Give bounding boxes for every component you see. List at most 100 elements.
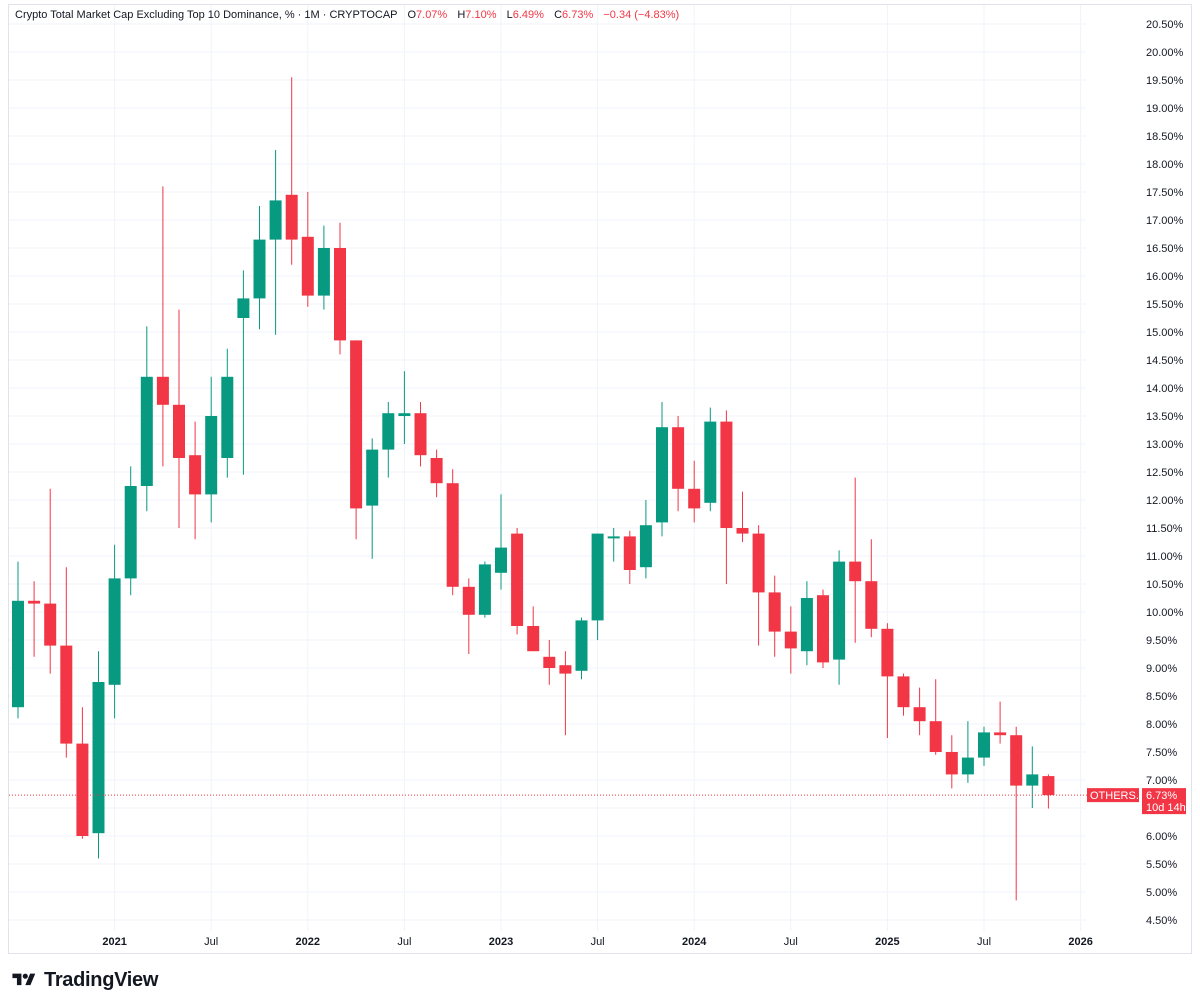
candle[interactable] [12,561,24,719]
candle-body [559,665,572,674]
candle[interactable] [865,539,878,638]
candle[interactable] [60,567,73,758]
candle-body [189,455,202,495]
candle[interactable] [656,402,668,537]
candle[interactable] [301,192,314,307]
candle[interactable] [688,460,701,523]
candle-body [784,631,797,649]
x-tick-label: 2025 [875,936,899,948]
candle[interactable] [414,402,427,467]
candle[interactable] [269,150,282,335]
candle-body [639,525,652,568]
candle-body [656,427,668,523]
candle[interactable] [961,721,974,783]
candle-body [237,298,250,318]
candle[interactable] [1042,774,1055,809]
candle[interactable] [44,488,57,674]
candle[interactable] [140,326,153,512]
candle[interactable] [784,606,797,674]
y-tick-label: 6.00% [1146,831,1177,843]
candle[interactable] [945,735,958,789]
candle[interactable] [205,376,218,523]
candle[interactable] [462,578,475,654]
candle[interactable] [800,581,813,666]
candle[interactable] [994,701,1007,744]
candle-body [205,416,218,495]
y-tick-label: 14.00% [1146,383,1184,395]
candle[interactable] [511,528,524,635]
candle-body [44,603,57,646]
candle[interactable] [334,222,346,355]
y-tick-label: 12.00% [1146,495,1184,507]
candle-body [398,413,411,416]
candle[interactable] [575,617,588,680]
candle[interactable] [253,206,266,330]
y-tick-label: 13.50% [1146,411,1184,423]
candle[interactable] [752,525,765,646]
y-tick-label: 4.50% [1146,915,1177,927]
candle[interactable] [350,340,363,540]
candle[interactable] [591,533,604,640]
candle[interactable] [1010,726,1023,901]
candle[interactable] [704,407,717,512]
candle[interactable] [156,186,169,467]
y-tick-label: 5.00% [1146,887,1177,899]
candle[interactable] [285,77,298,265]
y-tick-label: 10.00% [1146,607,1184,619]
candle[interactable] [76,707,89,839]
candle-body [269,200,282,240]
change-value: −0.34 (−4.83%) [603,9,680,21]
price-tag: 6.73% [1146,790,1177,802]
candle[interactable] [430,449,443,498]
candle[interactable] [672,416,685,512]
candle-body [978,732,990,758]
candle[interactable] [495,494,507,590]
candle[interactable] [559,651,572,736]
candle[interactable] [108,544,121,719]
candle[interactable] [978,726,990,766]
candle[interactable] [913,687,926,736]
candle[interactable] [623,530,636,584]
candle[interactable] [446,469,459,596]
candle-body [140,376,153,486]
candle[interactable] [736,491,749,542]
candle-body [1026,774,1039,786]
candle[interactable] [124,466,137,596]
candle[interactable] [189,421,202,540]
candle[interactable] [881,623,894,738]
candle[interactable] [221,348,234,478]
candle-body [752,533,765,593]
candle[interactable] [366,438,379,559]
y-tick-label: 5.50% [1146,859,1177,871]
candlestick-chart[interactable]: 20.50% 20.00% 19.50% 19.00% 18.50% 18.00% 17.5… [0,0,1200,960]
candle[interactable] [527,606,540,652]
candle-body [156,376,169,405]
y-tick-label: 9.50% [1146,635,1177,647]
candle[interactable] [817,589,829,668]
candle[interactable] [1026,746,1039,808]
candle[interactable] [478,561,491,618]
candle[interactable] [897,673,910,716]
candle[interactable] [849,477,862,643]
candle-body [76,743,89,836]
candle[interactable] [768,575,781,657]
candle-body [688,488,701,509]
chart-legend: Crypto Total Market Cap Excluding Top 10… [15,9,679,21]
candle[interactable] [173,309,185,528]
candle[interactable] [382,402,395,478]
candle[interactable] [28,581,41,657]
candle[interactable] [317,225,330,310]
candles [12,77,1055,901]
candle[interactable] [929,679,942,755]
candle[interactable] [607,528,620,562]
candle[interactable] [833,550,846,685]
candle[interactable] [543,640,556,685]
open-value: 7.07% [416,9,448,21]
candle[interactable] [92,651,105,859]
candle[interactable] [720,410,733,584]
candle[interactable] [639,500,652,579]
candle[interactable] [237,270,250,475]
candle[interactable] [398,371,411,444]
brand-footer[interactable]: TradingView [10,966,158,994]
y-tick-label: 17.00% [1146,215,1184,227]
